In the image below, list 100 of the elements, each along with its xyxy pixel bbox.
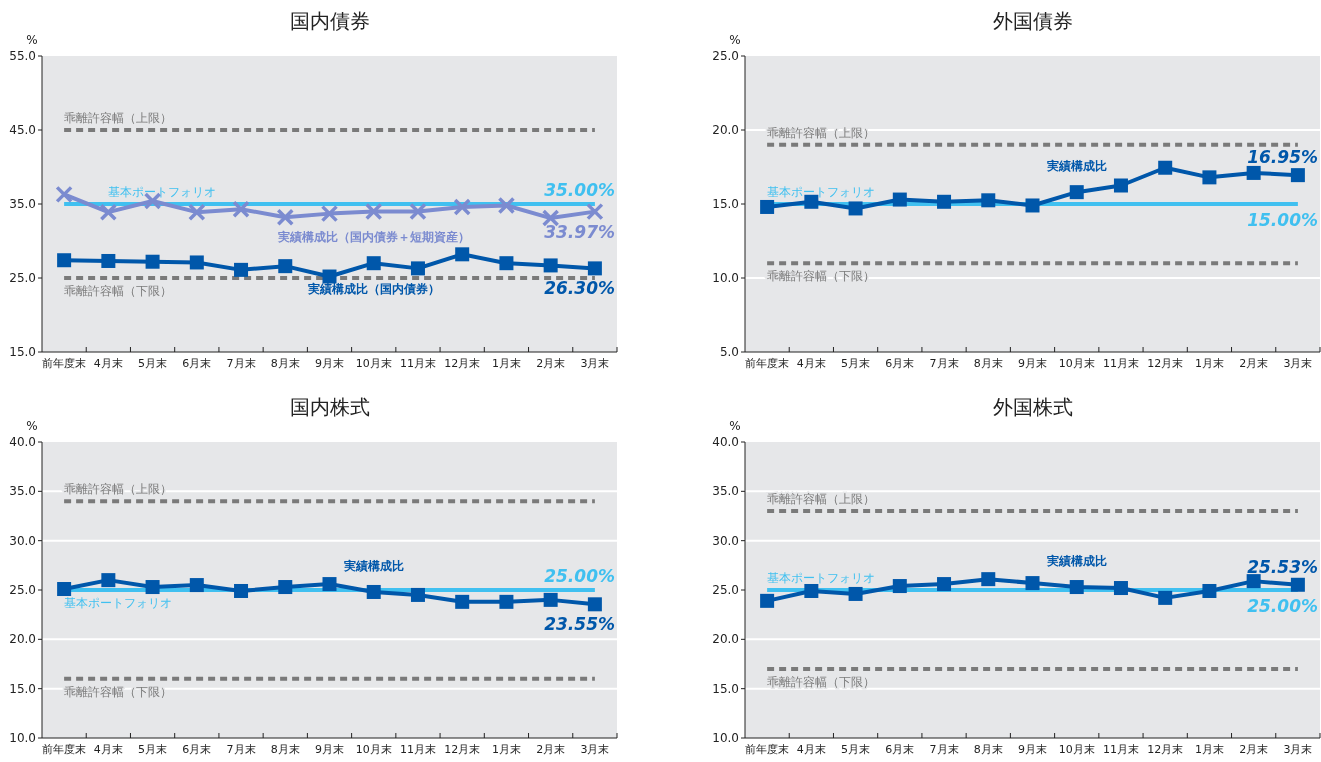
x-tick-label: 1月末 bbox=[491, 357, 521, 370]
point bbox=[586, 202, 604, 221]
x-tick-label: 12月末 bbox=[1147, 743, 1184, 756]
ref-line-label: 基本ポートフォリオ bbox=[767, 185, 876, 199]
y-axis-title: % bbox=[26, 33, 38, 47]
ref-line-label: 基本ポートフォリオ bbox=[108, 185, 217, 199]
point bbox=[497, 196, 516, 215]
x-tick-label: 11月末 bbox=[1102, 357, 1139, 370]
y-tick-label: 55.0 bbox=[9, 49, 36, 63]
data-label: 25.53% bbox=[1247, 556, 1318, 577]
series-label: 実績構成比 bbox=[1045, 554, 1107, 569]
y-tick-label: 30.0 bbox=[712, 533, 739, 548]
y-tick-label: 40.0 bbox=[712, 435, 739, 449]
x-tick-label: 9月末 bbox=[315, 357, 344, 370]
x-tick-label: 12月末 bbox=[444, 357, 481, 370]
point bbox=[143, 192, 162, 210]
y-tick-label: 15.0 bbox=[712, 197, 739, 211]
x-tick-label: 6月末 bbox=[885, 743, 915, 756]
series-label: 実績構成比（国内債券） bbox=[306, 282, 440, 297]
ref-line-label: 乖離許容幅（下限） bbox=[64, 684, 173, 699]
chart-title: 外国株式 bbox=[992, 395, 1073, 419]
x-tick-label: 7月末 bbox=[226, 743, 256, 756]
x-tick-label: 8月末 bbox=[270, 357, 300, 370]
x-tick-label: 3月末 bbox=[1283, 743, 1313, 756]
x-tick-label: 1月末 bbox=[1194, 743, 1224, 756]
x-tick-label: 5月末 bbox=[841, 743, 871, 756]
ref-line-label: 乖離許容幅（上限） bbox=[767, 125, 876, 140]
x-tick-label: 5月末 bbox=[138, 743, 168, 756]
point bbox=[189, 255, 204, 270]
y-tick-label: 35.0 bbox=[712, 484, 739, 499]
chart-title: 外国債券 bbox=[992, 9, 1073, 33]
x-tick-label: 前年度末 bbox=[42, 743, 87, 756]
y-axis-title: % bbox=[729, 33, 741, 47]
point bbox=[499, 256, 514, 271]
x-tick-label: 前年度末 bbox=[745, 743, 790, 756]
data-label: 33.97% bbox=[544, 221, 615, 242]
chart-title: 国内債券 bbox=[289, 9, 370, 33]
data-label: 26.30% bbox=[544, 278, 615, 299]
y-tick-label: 25.0 bbox=[712, 583, 739, 597]
annotation: 15.00% bbox=[1247, 210, 1318, 230]
point bbox=[188, 203, 206, 221]
point bbox=[99, 203, 118, 221]
x-tick-label: 4月末 bbox=[93, 357, 123, 370]
ref-line-label: 乖離許容幅（上限） bbox=[767, 492, 876, 507]
point bbox=[145, 254, 160, 269]
ref-line-label: 乖離許容幅（下限） bbox=[767, 674, 876, 689]
x-tick-label: 8月末 bbox=[270, 743, 300, 756]
point bbox=[848, 201, 863, 216]
y-axis-title: % bbox=[26, 419, 38, 433]
x-tick-label: 7月末 bbox=[929, 743, 959, 756]
point bbox=[234, 262, 249, 277]
y-tick-label: 35.0 bbox=[9, 197, 36, 211]
x-tick-label: 11月末 bbox=[399, 357, 436, 370]
point bbox=[541, 209, 560, 227]
x-tick-label: 6月末 bbox=[182, 743, 212, 756]
x-tick-label: 11月末 bbox=[1102, 743, 1139, 756]
y-tick-label: 20.0 bbox=[712, 123, 739, 137]
x-tick-label: 5月末 bbox=[138, 357, 168, 370]
x-tick-label: 8月末 bbox=[973, 743, 1003, 756]
point bbox=[232, 200, 250, 218]
x-tick-label: 1月末 bbox=[1194, 357, 1224, 370]
y-tick-label: 15.0 bbox=[9, 345, 36, 359]
x-tick-label: 前年度末 bbox=[745, 357, 790, 370]
series-label: 実績構成比（国内債券＋短期資産） bbox=[276, 230, 470, 245]
x-tick-label: 2月末 bbox=[536, 743, 566, 756]
y-tick-label: 35.0 bbox=[9, 484, 36, 499]
x-tick-label: 2月末 bbox=[536, 357, 566, 370]
x-tick-label: 2月末 bbox=[1239, 743, 1269, 756]
point bbox=[322, 269, 337, 284]
data-label: 23.55% bbox=[544, 614, 615, 635]
x-tick-label: 10月末 bbox=[355, 743, 392, 756]
point bbox=[892, 192, 907, 207]
y-tick-label: 40.0 bbox=[9, 435, 36, 449]
y-tick-label: 15.0 bbox=[9, 681, 36, 696]
ref-line-label: 基本ポートフォリオ bbox=[767, 571, 876, 585]
y-tick-label: 25.0 bbox=[9, 583, 36, 597]
x-tick-label: 12月末 bbox=[1147, 357, 1184, 370]
x-tick-label: 前年度末 bbox=[42, 357, 87, 370]
point bbox=[587, 261, 602, 276]
x-tick-label: 12月末 bbox=[444, 743, 481, 756]
x-tick-label: 10月末 bbox=[1058, 743, 1095, 756]
y-tick-label: 10.0 bbox=[9, 731, 36, 745]
x-tick-label: 7月末 bbox=[226, 357, 256, 370]
point bbox=[101, 253, 116, 268]
x-tick-label: 5月末 bbox=[841, 357, 871, 370]
x-tick-label: 6月末 bbox=[885, 357, 915, 370]
x-tick-label: 8月末 bbox=[973, 357, 1003, 370]
ref-line-label: 乖離許容幅（下限） bbox=[64, 284, 173, 298]
x-tick-label: 4月末 bbox=[796, 743, 826, 756]
point bbox=[804, 194, 819, 209]
x-tick-label: 4月末 bbox=[796, 357, 826, 370]
y-tick-label: 25.0 bbox=[9, 271, 36, 285]
point bbox=[1202, 170, 1217, 185]
series-label: 実績構成比 bbox=[1045, 159, 1107, 174]
point bbox=[55, 185, 73, 204]
y-tick-label: 15.0 bbox=[712, 681, 739, 696]
y-tick-label: 10.0 bbox=[712, 731, 739, 745]
x-tick-label: 10月末 bbox=[1058, 357, 1095, 370]
x-tick-label: 6月末 bbox=[182, 357, 212, 370]
x-tick-label: 9月末 bbox=[315, 743, 344, 756]
